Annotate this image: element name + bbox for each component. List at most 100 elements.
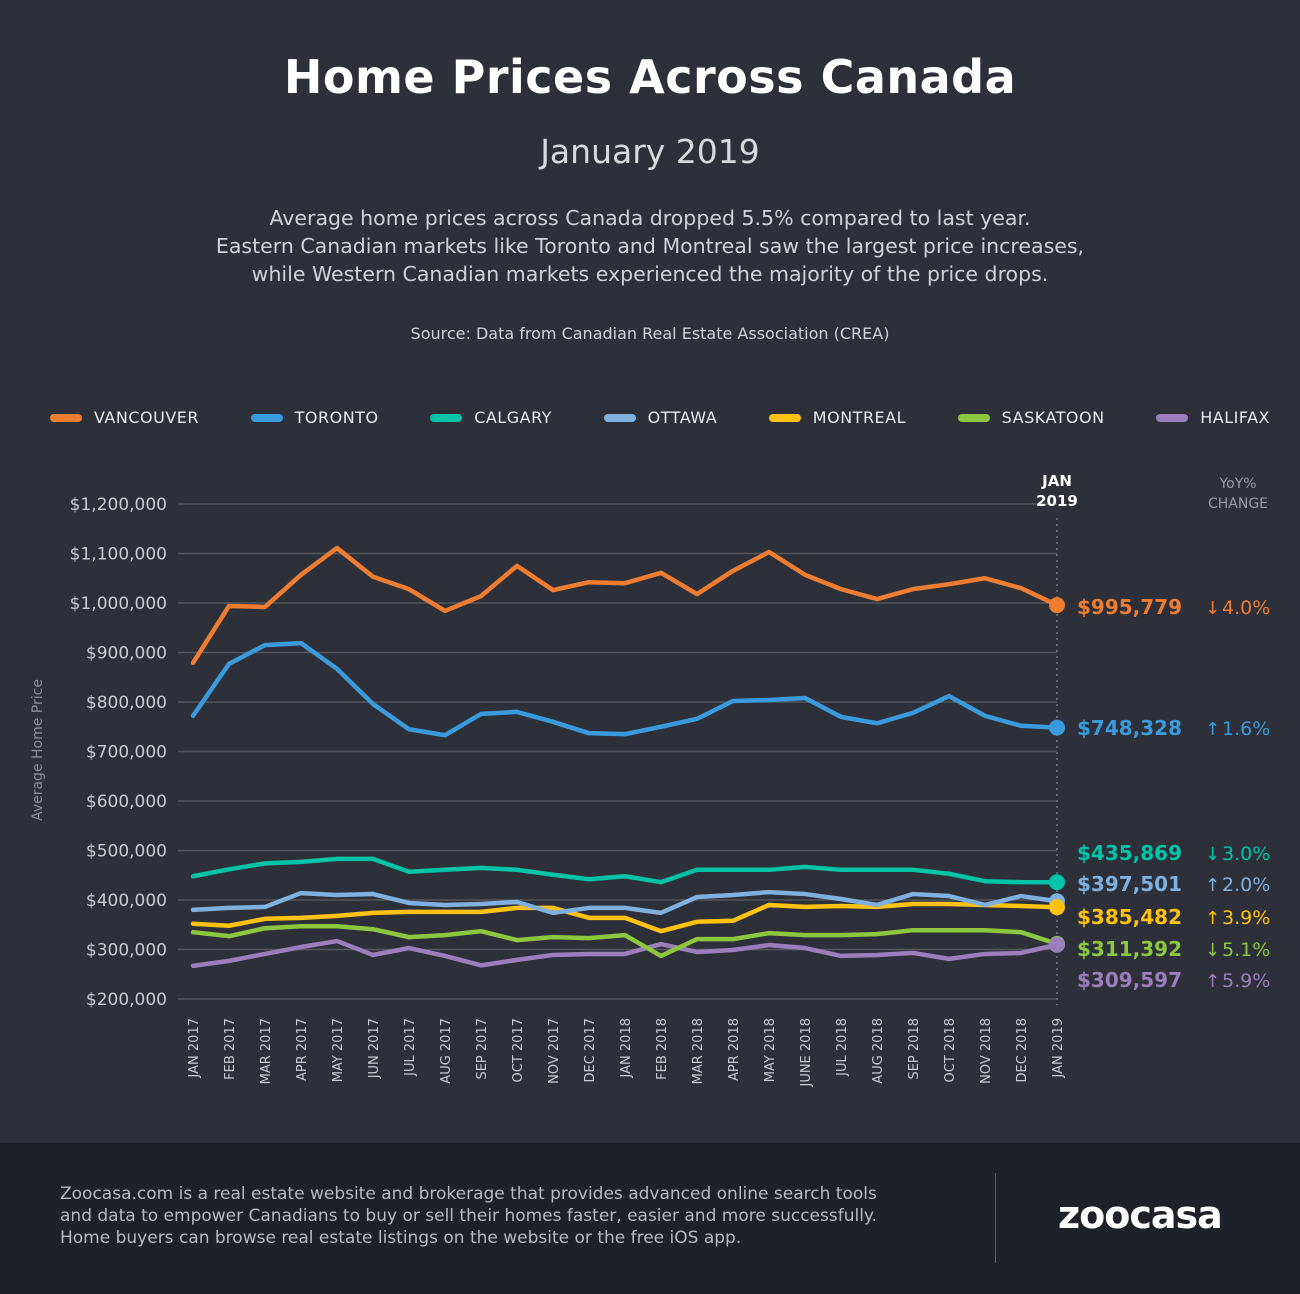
x-tick-label: DEC 2018 [1015,1018,1030,1083]
legend-label: CALGARY [474,408,552,427]
end-value-label: $995,779 [1077,595,1182,619]
legend-swatch [430,413,463,422]
y-tick-label: $200,000 [86,990,167,1010]
end-point-toronto [1049,719,1065,736]
end-point-halifax [1049,936,1065,953]
end-value-label: $309,597 [1077,968,1182,992]
end-value-label: $311,392 [1077,937,1182,961]
x-tick-label: MAR 2018 [691,1018,706,1084]
legend-label: HALIFAX [1200,408,1270,427]
series-line-halifax [190,938,1060,969]
page-title: Home Prices Across Canada [283,50,1017,104]
footer-text: Zoocasa.com is a real estate website and… [60,1183,960,1249]
series-line-vancouver [190,545,1060,666]
end-header: 2019 [1036,492,1078,510]
legend-swatch [250,413,283,422]
series-line-toronto [190,640,1060,738]
arrow-up-icon: ↑ [1205,908,1220,929]
x-tick-label: FEB 2017 [223,1018,238,1080]
footer-line: Zoocasa.com is a real estate website and… [60,1184,877,1204]
series-line-saskatoon [190,923,1060,959]
x-tick-label: JUL 2018 [835,1018,850,1077]
legend-label: VANCOUVER [94,408,199,427]
legend-swatch [50,413,82,422]
description-line: while Western Canadian markets experienc… [251,262,1049,286]
yoy-change-label: 1.6% [1222,718,1270,740]
arrow-down-icon: ↓ [1205,844,1220,865]
x-tick-label: JAN 2019 [1051,1018,1066,1078]
y-tick-label: $1,000,000 [70,594,167,614]
x-tick-label: MAY 2017 [331,1018,346,1082]
yoy-change-label: 2.0% [1222,874,1270,896]
end-value-label: $385,482 [1077,905,1182,929]
change-header: CHANGE [1208,496,1268,512]
description-line: Average home prices across Canada droppe… [269,206,1031,230]
x-tick-label: JAN 2017 [187,1018,202,1078]
x-tick-label: OCT 2017 [511,1018,526,1082]
legend-item-halifax: HALIFAX [1156,408,1270,427]
x-tick-label: DEC 2017 [583,1018,598,1083]
legend-swatch [1156,413,1189,422]
end-point-montreal [1049,899,1065,916]
arrow-up-icon: ↑ [1205,875,1220,896]
arrow-up-icon: ↑ [1205,971,1220,992]
y-tick-label: $800,000 [86,693,167,713]
x-tick-label: JUNE 2018 [799,1018,814,1088]
description-line: Eastern Canadian markets like Toronto an… [215,234,1085,258]
legend-label: TORONTO [294,408,379,427]
legend-item-vancouver: VANCOUVER [50,408,199,427]
yoy-change-label: 4.0% [1222,597,1270,619]
end-point-calgary [1049,874,1065,891]
x-tick-label: NOV 2017 [547,1018,562,1084]
end-header: JAN [1041,472,1072,490]
y-tick-label: $300,000 [86,941,167,961]
y-tick-label: $900,000 [86,644,167,664]
series-line-calgary [190,856,1060,885]
arrow-up-icon: ↑ [1205,719,1220,740]
legend-item-ottawa: OTTAWA [603,408,718,427]
footer: Zoocasa.com is a real estate website and… [0,1143,1300,1294]
y-tick-label: $500,000 [86,842,167,862]
arrow-down-icon: ↓ [1205,940,1220,961]
end-value-label: $435,869 [1077,841,1182,865]
source-note: Source: Data from Canadian Real Estate A… [410,324,890,343]
legend-item-montreal: MONTREAL [768,408,907,427]
page-subtitle: January 2019 [540,132,760,171]
legend-swatch [768,413,801,422]
yoy-change-label: 3.9% [1222,907,1270,929]
y-tick-label: $1,200,000 [70,495,167,515]
x-tick-label: JUL 2017 [403,1018,418,1077]
end-point-vancouver [1049,597,1065,614]
end-value-label: $397,501 [1077,872,1182,896]
x-tick-label: APR 2017 [295,1018,310,1081]
x-tick-label: AUG 2017 [439,1018,454,1084]
change-header: YoY% [1218,476,1256,492]
line-chart: $200,000 $300,000 $400,000 $500,000 $600,000… [30,472,1270,1088]
x-tick-label: SEP 2018 [907,1018,922,1080]
y-tick-label: $1,100,000 [70,545,167,565]
footer-line: and data to empower Canadians to buy or … [60,1206,877,1226]
y-axis-label: Average Home Price [30,679,46,821]
yoy-change-label: 3.0% [1222,843,1270,865]
series-line-montreal [190,901,1060,934]
yoy-change-label: 5.9% [1222,970,1270,992]
yoy-change-label: 5.1% [1222,939,1270,961]
legend-label: OTTAWA [647,408,718,427]
legend-label: MONTREAL [812,408,907,427]
footer-line: Home buyers can browse real estate listi… [60,1228,742,1248]
x-tick-label: NOV 2018 [979,1018,994,1084]
x-tick-label: APR 2018 [727,1018,742,1081]
legend-item-toronto: TORONTO [250,408,379,427]
legend-swatch [603,413,636,422]
zoocasa-logo[interactable]: zoocasa [1058,1193,1223,1237]
x-tick-label: MAR 2017 [259,1018,274,1084]
x-tick-label: SEP 2017 [475,1018,490,1080]
description: Average home prices across Canada droppe… [0,204,1300,288]
arrow-down-icon: ↓ [1205,598,1220,619]
x-tick-label: MAY 2018 [763,1018,778,1082]
legend-swatch [957,413,990,422]
x-tick-label: JUN 2017 [367,1018,382,1079]
legend-item-saskatoon: SASKATOON [957,408,1105,427]
x-tick-label: AUG 2018 [871,1018,886,1084]
series-line-ottawa [190,889,1060,916]
